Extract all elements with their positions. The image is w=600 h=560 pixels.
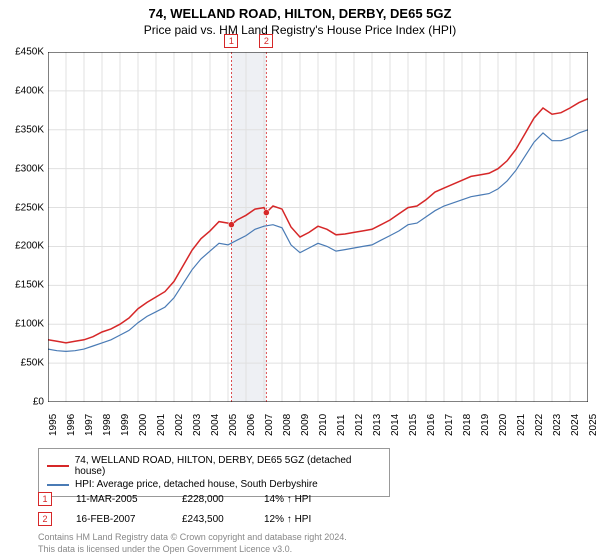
y-tick-label: £350K	[4, 124, 44, 135]
y-tick-label: £300K	[4, 163, 44, 174]
y-tick-label: £50K	[4, 358, 44, 369]
x-tick-label: 2025	[588, 414, 599, 436]
chart-marker-1: 1	[224, 34, 238, 48]
sale-date-2: 16-FEB-2007	[76, 514, 158, 525]
footer-attribution: Contains HM Land Registry data © Crown c…	[38, 532, 347, 555]
x-tick-label: 2013	[372, 414, 383, 436]
legend-swatch-1	[47, 465, 69, 467]
y-tick-label: £400K	[4, 85, 44, 96]
x-tick-label: 1998	[102, 414, 113, 436]
legend-label-1: 74, WELLAND ROAD, HILTON, DERBY, DE65 5G…	[75, 455, 381, 477]
sale-marker-2: 2	[38, 512, 52, 526]
x-tick-label: 2001	[156, 414, 167, 436]
x-tick-label: 2005	[228, 414, 239, 436]
x-tick-label: 1997	[84, 414, 95, 436]
y-tick-label: £250K	[4, 202, 44, 213]
sale-price-1: £228,000	[182, 494, 240, 505]
sale-date-1: 11-MAR-2005	[76, 494, 158, 505]
x-tick-label: 2011	[336, 414, 347, 436]
x-tick-label: 2002	[174, 414, 185, 436]
x-axis-labels: 1995 1996 1997 1998 1999 2000 2001 2002 2003 2004…	[48, 406, 588, 446]
y-tick-label: £200K	[4, 241, 44, 252]
footer-line-1: Contains HM Land Registry data © Crown c…	[38, 532, 347, 544]
sale-marker-1: 1	[38, 492, 52, 506]
footer-line-2: This data is licensed under the Open Gov…	[38, 544, 347, 556]
chart-plot-area: £0£50K£100K£150K£200K£250K£300K£350K£400…	[48, 52, 588, 402]
x-tick-label: 2015	[408, 414, 419, 436]
y-tick-label: £450K	[4, 47, 44, 58]
y-tick-label: £100K	[4, 319, 44, 330]
sales-row-1: 1 11-MAR-2005 £228,000 14% ↑ HPI	[38, 489, 344, 509]
legend-swatch-2	[47, 484, 69, 486]
x-tick-label: 2012	[354, 414, 365, 436]
chart-subtitle: Price paid vs. HM Land Registry's House …	[0, 21, 600, 37]
sale-hpi-2: 12% ↑ HPI	[264, 514, 344, 525]
y-tick-label: £0	[4, 397, 44, 408]
x-tick-label: 2016	[426, 414, 437, 436]
x-tick-label: 2003	[192, 414, 203, 436]
x-tick-label: 2007	[264, 414, 275, 436]
x-tick-label: 2006	[246, 414, 257, 436]
x-tick-label: 2010	[318, 414, 329, 436]
sales-row-2: 2 16-FEB-2007 £243,500 12% ↑ HPI	[38, 509, 344, 529]
x-tick-label: 2024	[570, 414, 581, 436]
x-tick-label: 2022	[534, 414, 545, 436]
sale-price-2: £243,500	[182, 514, 240, 525]
x-tick-label: 1995	[48, 414, 59, 436]
x-tick-label: 2000	[138, 414, 149, 436]
chart-svg	[48, 52, 588, 402]
y-tick-label: £150K	[4, 280, 44, 291]
x-tick-label: 2018	[462, 414, 473, 436]
x-tick-label: 2023	[552, 414, 563, 436]
x-tick-label: 1999	[120, 414, 131, 436]
x-tick-label: 2008	[282, 414, 293, 436]
chart-title: 74, WELLAND ROAD, HILTON, DERBY, DE65 5G…	[0, 0, 600, 21]
x-tick-label: 2019	[480, 414, 491, 436]
x-tick-label: 2021	[516, 414, 527, 436]
legend-row-1: 74, WELLAND ROAD, HILTON, DERBY, DE65 5G…	[47, 454, 381, 478]
x-tick-label: 2009	[300, 414, 311, 436]
sale-hpi-1: 14% ↑ HPI	[264, 494, 344, 505]
x-tick-label: 2004	[210, 414, 221, 436]
x-tick-label: 2017	[444, 414, 455, 436]
chart-marker-2: 2	[259, 34, 273, 48]
x-tick-label: 1996	[66, 414, 77, 436]
x-tick-label: 2020	[498, 414, 509, 436]
sales-table: 1 11-MAR-2005 £228,000 14% ↑ HPI 2 16-FE…	[38, 489, 344, 529]
x-tick-label: 2014	[390, 414, 401, 436]
